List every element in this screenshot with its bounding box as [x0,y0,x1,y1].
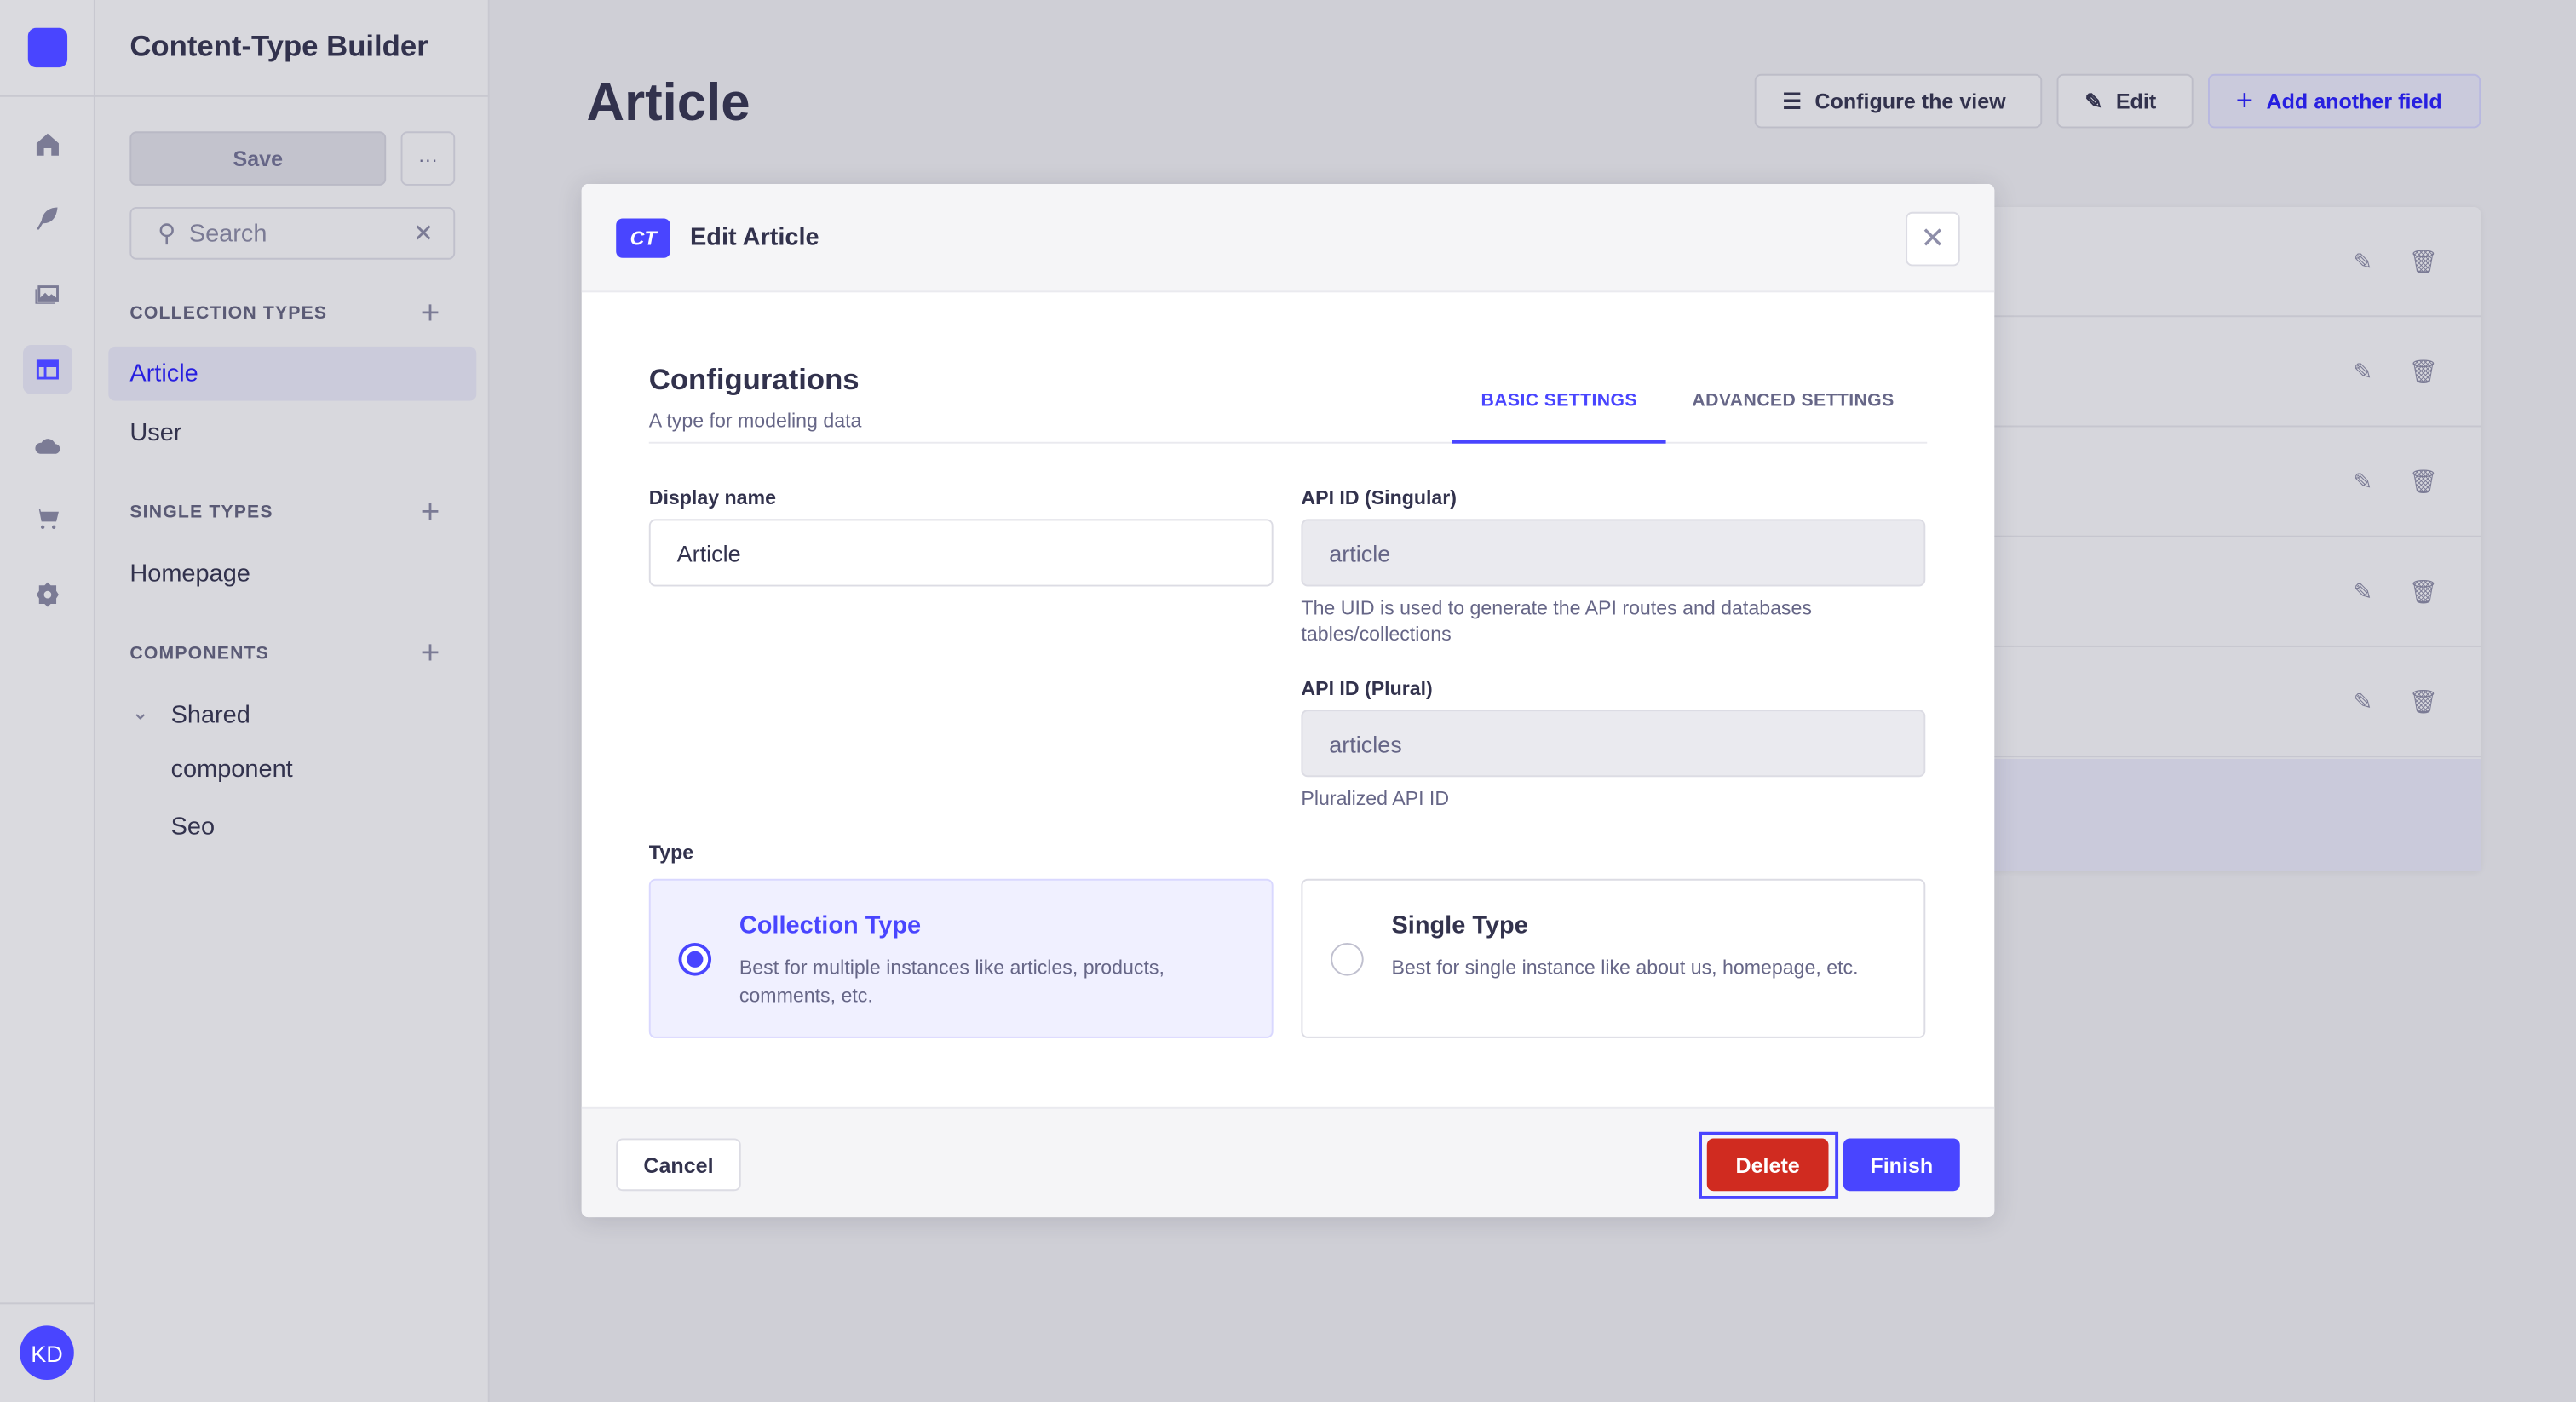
more-options-button[interactable]: ··· [400,131,456,186]
feather-icon[interactable] [23,194,72,244]
cancel-button[interactable]: Cancel [616,1138,741,1192]
table-row: ✎ 🗑 [1971,647,2481,758]
plus-icon: + [2235,83,2254,117]
tabs-divider [648,441,1928,444]
option-title: Collection Type [739,911,922,940]
sidebar-item-user[interactable]: User [129,418,182,447]
delete-button[interactable]: Delete [1706,1138,1829,1192]
section-title: Configurations [648,363,860,396]
api-id-plural-label: API ID (Plural) [1301,676,1433,700]
add-another-field-button[interactable]: + Add another field [2207,73,2481,129]
table-row: ✎ 🗑 [1971,537,2481,647]
edit-button[interactable]: ✎ Edit [2056,73,2194,129]
edit-label: Edit [2115,89,2157,114]
delete-field-trash-icon[interactable]: 🗑 [2408,577,2438,604]
edit-field-pencil-icon[interactable]: ✎ [2353,357,2373,384]
tab-advanced-settings[interactable]: ADVANCED SETTINGS [1692,390,1895,411]
list-settings-icon: ☰ [1782,88,1802,113]
fields-list: ✎ 🗑 ✎ 🗑 ✎ 🗑 ✎ 🗑 ✎ 🗑 [1971,206,2481,871]
option-description: Best for single instance like about us, … [1391,956,1859,980]
table-row: ✎ 🗑 [1971,207,2481,318]
type-label: Type [648,841,694,865]
sidebar-group-shared[interactable]: Shared [170,701,250,730]
collection-types-heading: COLLECTION TYPES [129,303,328,324]
configure-view-label: Configure the view [1814,89,2006,114]
sidebar-item-article[interactable] [108,346,477,401]
add-single-type-icon[interactable]: + [420,494,440,531]
strapi-logo[interactable] [27,27,68,68]
sidebar-item-seo[interactable]: Seo [170,813,216,842]
delete-field-trash-icon[interactable]: 🗑 [2408,357,2438,384]
section-subtitle: A type for modeling data [648,409,862,433]
divider [0,95,95,97]
sidebar-item-homepage[interactable]: Homepage [129,560,250,589]
radio-unselected[interactable] [1331,942,1364,976]
edit-field-pencil-icon[interactable]: ✎ [2353,247,2373,274]
cloud-icon[interactable] [23,421,72,470]
api-id-singular-input: article [1301,519,1926,587]
edit-article-modal: CT Edit Article ✕ Configurations A type … [581,183,1995,1218]
edit-field-pencil-icon[interactable]: ✎ [2353,577,2373,604]
collection-type-option[interactable]: Collection Type Best for multiple instan… [648,878,1274,1038]
pencil-icon: ✎ [2084,88,2103,113]
sidebar-item-component[interactable]: component [170,756,293,784]
page-title: Article [586,72,750,132]
tab-basic-settings[interactable]: BASIC SETTINGS [1452,391,1666,444]
search-icon: ⚲ [158,220,176,249]
table-row: ✎ 🗑 [1971,427,2481,537]
single-type-option[interactable]: Single Type Best for single instance lik… [1301,878,1926,1038]
delete-field-trash-icon[interactable]: 🗑 [2408,467,2438,494]
content-type-builder-icon[interactable] [22,344,72,394]
api-id-singular-hint: The UID is used to generate the API rout… [1301,596,1812,646]
display-name-label: Display name [648,486,777,509]
sidebar-item-label[interactable]: Article [129,359,198,388]
search-placeholder: Search [188,219,267,248]
settings-gear-icon[interactable] [23,570,72,619]
option-title: Single Type [1391,911,1528,940]
table-row: ✎ 🗑 [1971,317,2481,428]
content-type-badge: CT [616,218,670,258]
media-library-icon[interactable] [23,269,72,319]
divider [95,95,490,97]
divider [0,1302,95,1305]
add-component-icon[interactable]: + [420,635,440,672]
single-types-heading: SINGLE TYPES [129,503,273,523]
home-icon[interactable] [23,120,72,170]
save-button[interactable]: Save [129,131,387,186]
search-input[interactable]: ⚲ Search ✕ [129,206,456,260]
api-id-plural-input: articles [1301,710,1926,778]
close-icon[interactable]: ✕ [1906,211,1960,267]
clear-search-icon[interactable]: ✕ [412,220,434,249]
configure-view-button[interactable]: ☰ Configure the view [1754,73,2043,129]
api-id-plural-hint: Pluralized API ID [1301,786,1450,810]
modal-title: Edit Article [689,223,819,252]
delete-field-trash-icon[interactable]: 🗑 [2408,247,2438,274]
api-id-singular-label: API ID (Singular) [1301,486,1458,509]
radio-selected[interactable] [678,942,712,976]
modal-header: CT Edit Article ✕ [581,183,1995,293]
edit-field-pencil-icon[interactable]: ✎ [2353,687,2373,714]
sidebar-title: Content-Type Builder [129,29,428,63]
add-collection-type-icon[interactable]: + [420,296,440,332]
modal-footer: Cancel Delete Finish [581,1106,1995,1218]
user-avatar[interactable]: KD [20,1325,74,1380]
focus-ring [1699,1131,1839,1199]
display-name-input[interactable]: Article [648,519,1274,587]
option-description: Best for multiple instances like article… [739,956,1164,1008]
table-row [1971,758,2481,871]
content-type-sidebar: Content-Type Builder Save ··· ⚲ Search ✕… [95,0,490,1402]
delete-field-trash-icon[interactable]: 🗑 [2408,687,2438,714]
main-nav: KD [0,0,95,1402]
chevron-down-icon[interactable]: ⌄ [131,699,150,725]
components-heading: COMPONENTS [129,643,269,664]
add-field-label: Add another field [2266,89,2442,114]
edit-field-pencil-icon[interactable]: ✎ [2353,467,2373,494]
finish-button[interactable]: Finish [1843,1138,1960,1192]
cart-icon[interactable] [23,494,72,543]
